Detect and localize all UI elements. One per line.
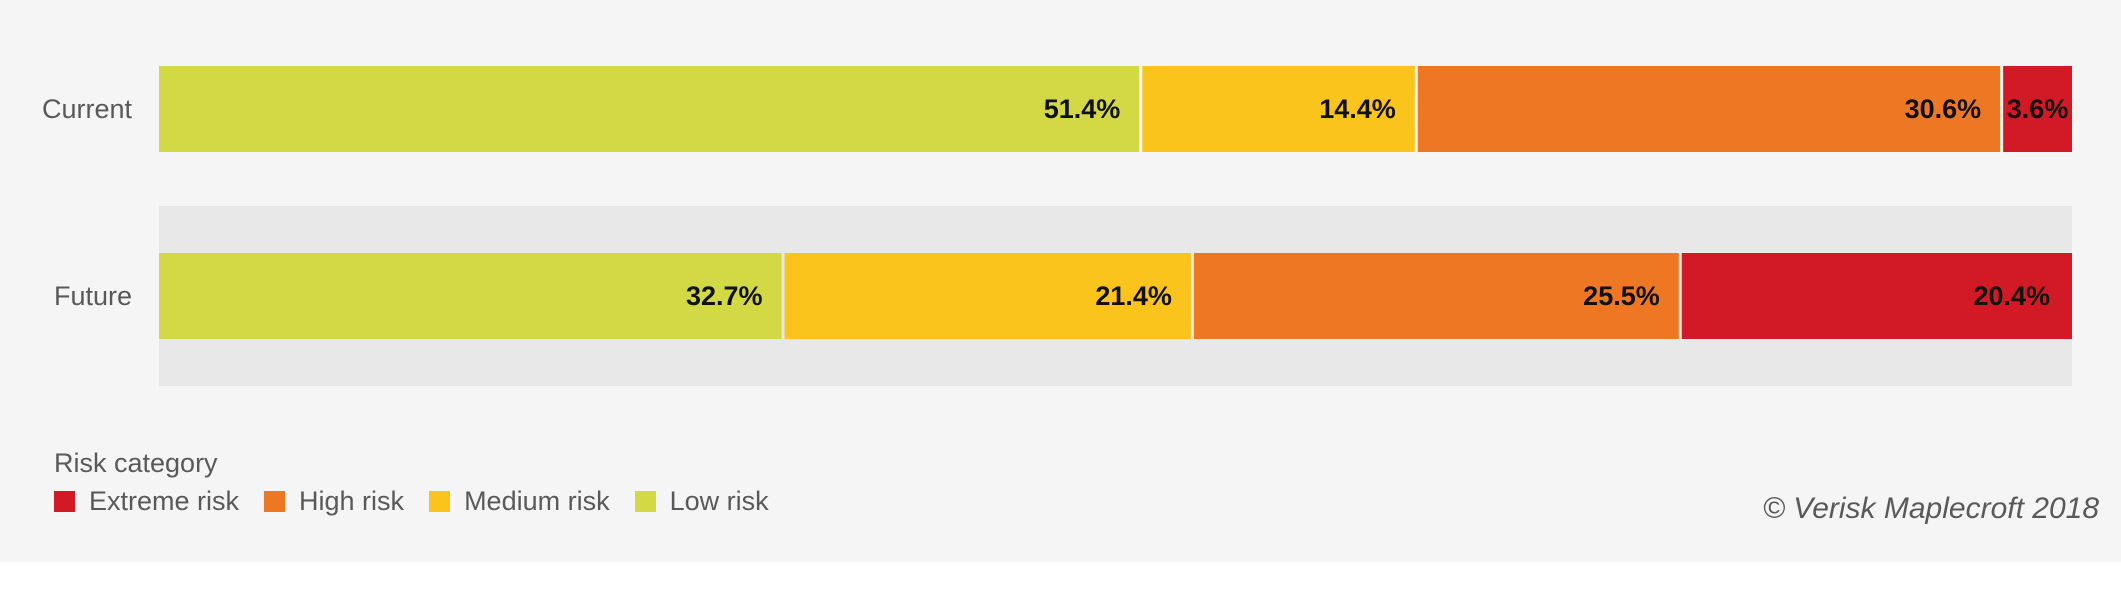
legend-item-low-risk: Low risk (634, 486, 769, 517)
copyright-credit: © Verisk Maplecroft 2018 (1762, 492, 2099, 525)
bar-current-high-risk (1417, 66, 2001, 152)
legend-swatch-medium-risk (429, 491, 451, 512)
legend-label-extreme-risk: Extreme risk (89, 486, 240, 516)
legend-swatch-low-risk (634, 491, 656, 512)
legend-swatch-high-risk (264, 491, 286, 512)
legend: Extreme risk High risk Medium risk Low r… (54, 486, 794, 517)
chart-canvas: Current 51.4% 14.4% 30.6% 3.6% Future 32.7% 21.… (41, 66, 2099, 525)
value-label-future-medium-risk: 21.4% (1095, 281, 1172, 311)
value-label-current-medium-risk: 14.4% (1319, 94, 1396, 124)
category-label-current: Current (42, 94, 133, 124)
legend-item-high-risk: High risk (264, 486, 404, 517)
value-label-current-low-risk: 51.4% (1044, 94, 1121, 124)
legend-swatch-extreme-risk (54, 491, 75, 512)
bar-current-medium-risk (1142, 66, 1415, 152)
value-label-future-extreme-risk: 20.4% (1973, 281, 2050, 311)
bar-current-extreme-risk (2003, 66, 2072, 152)
legend-label-medium-risk: Medium risk (464, 486, 610, 516)
bar-future-low-risk (159, 253, 782, 339)
bar-future-high-risk (1193, 253, 1679, 339)
legend-item-extreme-risk: Extreme risk (54, 486, 239, 517)
legend-item-medium-risk: Medium risk (429, 486, 610, 517)
value-label-current-high-risk: 30.6% (1905, 94, 1982, 124)
stacked-bar-chart: Current 51.4% 14.4% 30.6% 3.6% Future 32.7% 21.… (42, 66, 2072, 386)
value-label-future-high-risk: 25.5% (1583, 281, 1660, 311)
bar-future-medium-risk (784, 253, 1191, 339)
value-label-future-low-risk: 32.7% (686, 281, 763, 311)
legend-title: Risk category (54, 448, 218, 478)
category-label-future: Future (54, 281, 132, 311)
legend-label-high-risk: High risk (299, 486, 405, 516)
legend-label-low-risk: Low risk (669, 486, 769, 516)
bar-future-extreme-risk (1681, 253, 2072, 339)
value-label-current-extreme-risk: 3.6% (2007, 94, 2069, 124)
bar-current-low-risk (159, 66, 1140, 152)
